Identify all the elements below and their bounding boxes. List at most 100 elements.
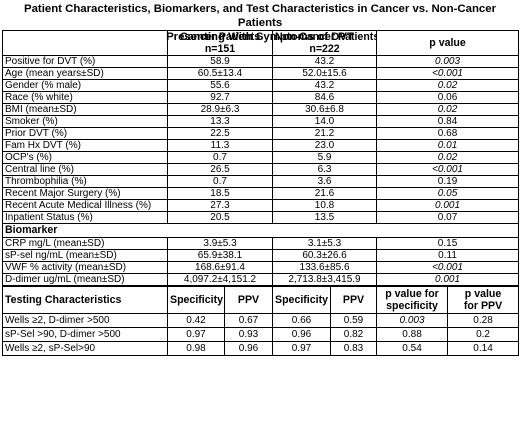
table-row: CRP mg/L (mean±SD) 3.9±5.3 3.1±5.3 0.15 — [2, 237, 520, 250]
table-row: sP-sel ng/mL (mean±SD) 65.9±38.1 60.3±26.6… — [2, 249, 520, 262]
row-label: Inpatient Status (%) — [2, 211, 168, 224]
p-ppv: 0.2 — [447, 327, 520, 342]
noncancer-value: 43.2 — [272, 55, 378, 68]
noncancer-value: 21.6 — [272, 187, 378, 200]
p-value: 0.68 — [376, 127, 520, 140]
cancer-value: 26.5 — [166, 163, 274, 176]
cancer-value: 3.9±5.3 — [166, 237, 274, 250]
row-label: Race (% white) — [2, 91, 168, 104]
table-row: D-dimer ug/mL (mean±SD) 4,097.2±4,151.2 2,… — [2, 273, 520, 287]
header-noncancer-n: n=222 — [309, 43, 340, 55]
row-label: sP-sel ng/mL (mean±SD) — [2, 249, 168, 262]
noncancer-value: 2,713.8±3,415.9 — [272, 273, 378, 287]
row-label: BMI (mean±SD) — [2, 103, 168, 116]
column-header-row: Cancer Patients n=151 Non-Cancer Patient… — [2, 30, 520, 56]
table-row: Positive for DVT (%) 58.9 43.2 0.003 — [2, 55, 520, 68]
p-value: 0.06 — [376, 91, 520, 104]
testing-header-label: Testing Characteristics — [2, 285, 168, 314]
p-value: <0.001 — [376, 261, 520, 274]
p-value: <0.001 — [376, 67, 520, 80]
noncancer-value: 6.3 — [272, 163, 378, 176]
cancer-value: 60.5±13.4 — [166, 67, 274, 80]
header-ppv-cancer: PPV — [223, 285, 274, 314]
header-specificity-cancer: Specificity — [167, 285, 225, 314]
header-cancer: Cancer Patients n=151 — [166, 30, 274, 56]
cancer-value: 18.5 — [166, 187, 274, 200]
noncancer-value: 133.6±85.6 — [272, 261, 378, 274]
title-line-1: Patient Characteristics, Biomarkers, and… — [23, 3, 497, 29]
title-line-2: Presenting With Symptoms of DVT — [166, 31, 354, 43]
cancer-value: 0.7 — [166, 151, 274, 164]
specificity-noncancer: 0.97 — [272, 341, 332, 356]
p-ppv: 0.14 — [447, 341, 520, 356]
noncancer-value: 14.0 — [272, 115, 378, 128]
row-label: Thrombophilia (%) — [2, 175, 168, 188]
cancer-value: 92.7 — [166, 91, 274, 104]
specificity-cancer: 0.98 — [167, 341, 225, 356]
cancer-value: 11.3 — [166, 139, 274, 152]
p-value: 0.07 — [376, 211, 520, 224]
row-label: Recent Acute Medical Illness (%) — [2, 199, 168, 212]
specificity-noncancer: 0.66 — [272, 313, 332, 328]
cancer-value: 55.6 — [166, 79, 274, 92]
table-row: Race (% white) 92.7 84.6 0.06 — [2, 91, 520, 104]
row-label: Prior DVT (%) — [2, 127, 168, 140]
table-row: Recent Acute Medical Illness (%) 27.3 10.8… — [2, 199, 520, 212]
noncancer-value: 3.1±5.3 — [272, 237, 378, 250]
cancer-value: 20.5 — [166, 211, 274, 224]
header-p-specificity-line2: specificity — [386, 300, 438, 312]
header-p-specificity: p value for specificity — [376, 285, 449, 314]
p-value: 0.001 — [376, 199, 520, 212]
table-row: VWF % activity (mean±SD) 168.6±91.4 133.6±… — [2, 261, 520, 274]
noncancer-value: 30.6±6.8 — [272, 103, 378, 116]
ppv-cancer: 0.96 — [223, 341, 274, 356]
table-title: Patient Characteristics, Biomarkers, and… — [2, 0, 518, 43]
noncancer-value: 52.0±15.6 — [272, 67, 378, 80]
characteristics-table: Cancer Patients n=151 Non-Cancer Patient… — [1, 30, 520, 356]
header-pvalue: p value — [376, 30, 520, 56]
noncancer-value: 60.3±26.6 — [272, 249, 378, 262]
p-value: 0.02 — [376, 79, 520, 92]
noncancer-value: 13.5 — [272, 211, 378, 224]
specificity-cancer: 0.97 — [167, 327, 225, 342]
header-noncancer-title: Non-Cancer Patients — [275, 31, 377, 44]
p-value: 0.84 — [376, 115, 520, 128]
noncancer-value: 84.6 — [272, 91, 378, 104]
header-ppv-noncancer: PPV — [330, 285, 378, 314]
noncancer-value: 23.0 — [272, 139, 378, 152]
cancer-value: 22.5 — [166, 127, 274, 140]
ppv-noncancer: 0.59 — [330, 313, 378, 328]
cancer-value: 27.3 — [166, 199, 274, 212]
table-row: Thrombophilia (%) 0.7 3.6 0.19 — [2, 175, 520, 188]
header-p-ppv-line2: for PPV — [463, 300, 503, 312]
table-row: BMI (mean±SD) 28.9±6.3 30.6±6.8 0.02 — [2, 103, 520, 116]
table-row: Central line (%) 26.5 6.3 <0.001 — [2, 163, 520, 176]
testing-label: Wells ≥2, sP-Sel>90 — [2, 341, 168, 356]
testing-row: Wells ≥2, sP-Sel>90 0.98 0.96 0.97 0.83 0.54 0… — [2, 341, 520, 356]
header-noncancer: Non-Cancer Patients n=222 — [272, 30, 378, 56]
p-specificity: 0.003 — [376, 313, 449, 328]
noncancer-value: 5.9 — [272, 151, 378, 164]
noncancer-value: 10.8 — [272, 199, 378, 212]
table-row: Age (mean years±SD) 60.5±13.4 52.0±15.6 <0.… — [2, 67, 520, 80]
p-value: <0.001 — [376, 163, 520, 176]
cancer-value: 0.7 — [166, 175, 274, 188]
biomarker-section-label: Biomarker — [1, 223, 520, 238]
table-body: Cancer Patients n=151 Non-Cancer Patient… — [1, 30, 520, 356]
p-specificity: 0.54 — [376, 341, 449, 356]
header-p-specificity-line1: p value for — [385, 288, 439, 300]
specificity-noncancer: 0.96 — [272, 327, 332, 342]
table-row: OCP's (%) 0.7 5.9 0.02 — [2, 151, 520, 164]
biomarker-section-row: Biomarker — [1, 223, 520, 238]
row-label: D-dimer ug/mL (mean±SD) — [2, 273, 168, 287]
p-value: 0.003 — [376, 55, 520, 68]
ppv-cancer: 0.93 — [223, 327, 274, 342]
header-cancer-title: Cancer Patients — [179, 31, 261, 44]
header-blank — [2, 30, 168, 56]
testing-row: Wells ≥2, D-dimer >500 0.42 0.67 0.66 0.59 0.… — [2, 313, 520, 328]
header-cancer-n: n=151 — [204, 43, 236, 55]
ppv-noncancer: 0.83 — [330, 341, 378, 356]
noncancer-value: 21.2 — [272, 127, 378, 140]
cancer-value: 28.9±6.3 — [166, 103, 274, 116]
